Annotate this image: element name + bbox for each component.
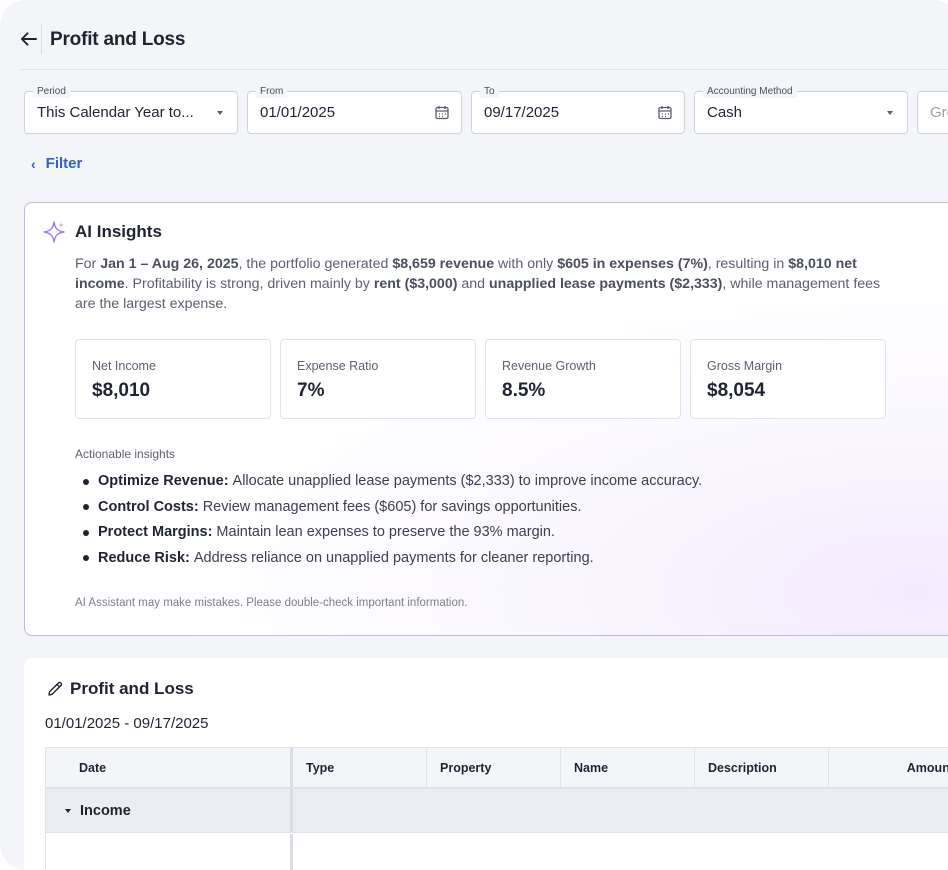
page-header: Profit and Loss	[20, 24, 948, 70]
summary-text: For	[75, 256, 101, 272]
period-label: Period	[33, 85, 70, 98]
to-date-field[interactable]: To 09/17/2025	[471, 85, 685, 134]
action-text: Allocate unapplied lease payments ($2,33…	[232, 473, 703, 489]
list-item: Reduce Risk: Address reliance on unapplie…	[83, 546, 702, 572]
action-title: Protect Margins:	[98, 524, 213, 540]
metric-value: 7%	[297, 380, 325, 401]
bullet	[83, 504, 89, 511]
group-by-placeholder: Gro	[930, 104, 948, 121]
group-label: Income	[80, 802, 131, 819]
report-header: Profit and Loss	[46, 679, 194, 699]
group-by-select[interactable]: Gro	[917, 91, 948, 134]
summary-text: and	[457, 276, 489, 292]
metric-card-net-income: Net Income $8,010	[75, 339, 271, 419]
accounting-method-value: Cash	[707, 104, 743, 121]
summary-expenses: $605 in expenses (7%)	[557, 256, 708, 272]
accounting-method-select[interactable]: Accounting Method Cash	[694, 85, 908, 134]
table-row[interactable]: Income	[46, 789, 948, 833]
summary-period: Jan 1 – Aug 26, 2025	[100, 256, 239, 272]
summary-text: , while management fees are the largest …	[75, 276, 881, 312]
bullet	[83, 555, 89, 562]
report-table: Date Type Property Name Description Amou…	[45, 747, 948, 870]
list-item: Control Costs: Review management fees ($6…	[83, 495, 702, 521]
metric-value: $8,010	[92, 380, 151, 401]
from-value: 01/01/2025	[260, 104, 336, 121]
ai-insights-header: AI Insights	[43, 221, 162, 243]
arrow-left-icon	[20, 32, 37, 46]
summary-text: with only	[494, 256, 558, 272]
back-button[interactable]	[20, 24, 42, 54]
from-label: From	[256, 85, 288, 98]
column-header-name[interactable]: Name	[561, 748, 695, 787]
summary-text: , resulting in	[707, 256, 789, 272]
page-title: Profit and Loss	[50, 29, 186, 50]
summary-rent: rent ($3,000)	[373, 276, 458, 292]
bullet	[83, 529, 89, 536]
period-select[interactable]: Period This Calendar Year to...	[24, 85, 238, 134]
column-header-type[interactable]: Type	[293, 748, 427, 787]
period-value: This Calendar Year to...	[37, 104, 194, 121]
table-row[interactable]	[46, 834, 948, 870]
metric-card-expense-ratio: Expense Ratio 7%	[280, 339, 476, 419]
action-title: Optimize Revenue:	[98, 473, 229, 489]
action-title: Reduce Risk:	[98, 549, 190, 566]
group-toggle-income[interactable]: Income	[46, 789, 293, 832]
column-header-description[interactable]: Description	[695, 748, 829, 787]
sparkle-icon	[43, 221, 65, 243]
column-header-amount[interactable]: Amount	[906, 761, 948, 775]
summary-unapplied: unapplied lease payments ($2,333)	[489, 276, 723, 292]
chevron-left-icon: ‹	[31, 155, 36, 172]
action-title: Control Costs:	[98, 498, 199, 515]
ai-insights-card: AI Insights For Jan 1 – Aug 26, 2025, th…	[24, 202, 948, 636]
from-date-field[interactable]: From 01/01/2025	[247, 85, 462, 134]
chevron-down-icon	[887, 111, 893, 115]
action-text: Review management fees ($605) for saving…	[202, 498, 582, 515]
pencil-icon[interactable]	[46, 680, 64, 698]
summary-text: , the portfolio generated	[238, 256, 393, 272]
column-header-property[interactable]: Property	[427, 748, 561, 787]
action-text: Address reliance on unapplied payments f…	[193, 549, 594, 566]
list-item: Optimize Revenue: Allocate unapplied leas…	[83, 469, 702, 495]
accounting-method-label: Accounting Method	[703, 85, 797, 98]
ai-insights-title: AI Insights	[75, 222, 162, 241]
metric-label: Revenue Growth	[502, 359, 596, 373]
list-item: Protect Margins: Maintain lean expenses t…	[83, 520, 702, 546]
bullet	[83, 478, 89, 485]
calendar-icon[interactable]	[435, 105, 449, 120]
actionable-insights-list: Optimize Revenue: Allocate unapplied leas…	[83, 469, 702, 571]
ai-disclaimer: AI Assistant may make mistakes. Please d…	[75, 597, 468, 609]
filter-toggle-label: Filter	[45, 155, 83, 172]
report-date-range: 01/01/2025 - 09/17/2025	[45, 715, 209, 732]
caret-down-icon	[65, 808, 71, 813]
action-text: Maintain lean expenses to preserve the 9…	[216, 524, 555, 540]
summary-net-income: $8,010 net income	[75, 256, 857, 292]
chevron-down-icon	[217, 111, 223, 115]
calendar-icon[interactable]	[658, 105, 672, 120]
table-cell	[46, 834, 293, 870]
metric-label: Net Income	[92, 359, 156, 373]
metric-card-gross-margin: Gross Margin $8,054	[690, 339, 886, 419]
to-label: To	[480, 85, 499, 98]
actionable-insights-heading: Actionable insights	[75, 447, 176, 461]
summary-text: . Profitability is strong, driven mainly…	[124, 276, 374, 292]
metric-card-revenue-growth: Revenue Growth 8.5%	[485, 339, 681, 419]
ai-summary-text: For Jan 1 – Aug 26, 2025, the portfolio …	[75, 254, 885, 314]
metric-label: Gross Margin	[707, 359, 783, 373]
report-card: Profit and Loss 01/01/2025 - 09/17/2025 …	[24, 658, 948, 870]
metric-label: Expense Ratio	[297, 359, 379, 373]
report-title: Profit and Loss	[70, 679, 194, 698]
summary-revenue: $8,659 revenue	[392, 256, 495, 272]
filter-toggle-button[interactable]: ‹ Filter	[31, 155, 82, 172]
metric-value: 8.5%	[502, 380, 546, 401]
metric-value: $8,054	[707, 380, 766, 401]
table-header: Date Type Property Name Description Amou…	[46, 748, 948, 789]
to-value: 09/17/2025	[484, 104, 560, 121]
column-header-date[interactable]: Date	[46, 748, 293, 787]
